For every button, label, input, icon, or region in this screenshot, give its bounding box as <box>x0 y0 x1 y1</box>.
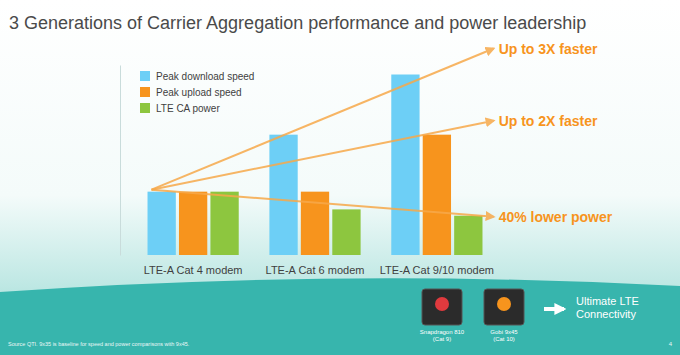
chart-container: 3 Generations of Carrier Aggregation per… <box>0 0 680 355</box>
annotation-arrow <box>152 190 494 217</box>
bar <box>179 192 207 255</box>
bar-series <box>148 75 420 256</box>
chip-logo <box>435 297 449 311</box>
callout-text: Ultimate LTE <box>576 295 639 307</box>
x-tick-label: LTE-A Cat 6 modem <box>266 264 365 276</box>
chip: Gobi 9x45(Cat 10) <box>484 289 524 342</box>
chip-body <box>484 289 524 325</box>
y-axis <box>120 66 121 256</box>
annotation-label: 40% lower power <box>499 209 613 225</box>
chip-note: (Cat 9) <box>433 336 451 342</box>
page-number: 4 <box>669 341 673 347</box>
legend-label: Peak download speed <box>156 71 254 82</box>
callout-arrow <box>544 307 564 311</box>
annotation-arrow <box>152 49 494 190</box>
legend: Peak download speed Peak upload speed LTE … <box>140 71 254 114</box>
callout: Ultimate LTEConnectivity <box>576 295 639 320</box>
title: 3 Generations of Carrier Aggregation per… <box>9 13 586 33</box>
legend-swatch <box>140 87 150 97</box>
legend-swatch <box>140 71 150 81</box>
source-note: Source QTI. 9x35 is baseline for speed a… <box>8 341 190 347</box>
bar <box>423 135 451 255</box>
chips: Snapdragon 810(Cat 9) Gobi 9x45(Cat 10) <box>420 289 524 342</box>
bar <box>148 192 176 255</box>
bar <box>210 192 238 255</box>
chip-name: Snapdragon 810 <box>420 329 465 335</box>
x-tick: LTE-A Cat 4 modem <box>144 264 243 276</box>
bars <box>148 75 483 256</box>
bar <box>269 135 297 255</box>
x-tick-label: LTE-A Cat 9/10 modem <box>380 264 494 276</box>
y-axis-line <box>120 66 121 256</box>
legend-label: LTE CA power <box>156 103 220 114</box>
chip-name: Gobi 9x45 <box>490 329 518 335</box>
legend-label: Peak upload speed <box>156 87 242 98</box>
callout-text: Connectivity <box>576 308 636 320</box>
chip-note: (Cat 10) <box>493 336 515 342</box>
legend-item: Peak download speed <box>140 71 254 82</box>
bar <box>332 209 360 255</box>
bar <box>454 216 482 255</box>
background <box>0 0 680 355</box>
x-tick: LTE-A Cat 6 modem <box>266 264 365 276</box>
legend-swatch <box>140 103 150 113</box>
chip: Snapdragon 810(Cat 9) <box>420 289 465 342</box>
annotation-arrow <box>152 121 494 190</box>
x-axis: LTE-A Cat 4 modem LTE-A Cat 6 modem LTE-A … <box>144 264 494 276</box>
x-tick: LTE-A Cat 9/10 modem <box>380 264 494 276</box>
chart-svg: 3 Generations of Carrier Aggregation per… <box>0 0 680 355</box>
bar <box>391 75 419 256</box>
annotation-label: Up to 3X faster <box>499 41 598 57</box>
chip-logo <box>497 297 511 311</box>
annotation-label: Up to 2X faster <box>499 113 598 129</box>
annotations: Up to 3X faster Up to 2X faster 40% lower … <box>152 41 613 225</box>
chip-body <box>422 289 462 325</box>
x-tick-label: LTE-A Cat 4 modem <box>144 264 243 276</box>
legend-item: LTE CA power <box>140 103 220 114</box>
legend-item: Peak upload speed <box>140 87 242 98</box>
background-band <box>0 278 680 355</box>
bar-series <box>210 192 482 255</box>
